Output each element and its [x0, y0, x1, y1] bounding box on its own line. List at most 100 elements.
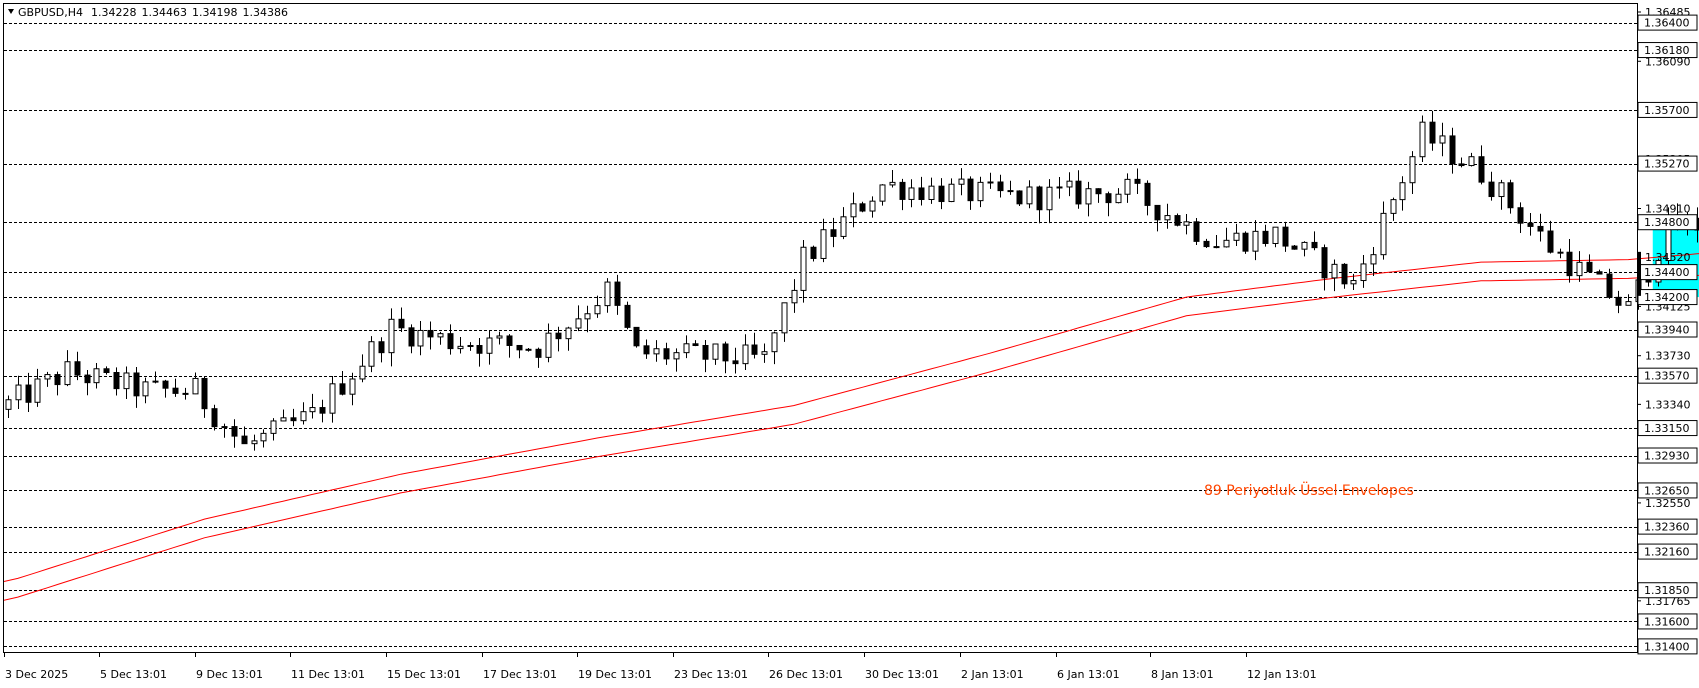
candle-body-bull [1380, 212, 1387, 256]
candle-body-bull [417, 329, 424, 347]
level-price-label: 1.33570 [1644, 370, 1690, 383]
candle-body-bear [25, 384, 32, 403]
candle [408, 324, 415, 354]
candle [221, 423, 228, 438]
candle-body-bull [1223, 239, 1230, 248]
candle-body-bear [133, 372, 140, 397]
time-axis-label: 11 Dec 13:01 [291, 668, 365, 681]
level-price-label: 1.34800 [1644, 216, 1690, 229]
candle-body-bear [1311, 241, 1318, 249]
level-price-box: 1.34200 [1637, 289, 1698, 306]
candle-body-bear [918, 187, 925, 201]
candle-body-bear [1527, 222, 1534, 227]
candle [290, 408, 297, 427]
candle-body-bear [290, 417, 297, 422]
candle-body-bull [771, 332, 778, 353]
candle-body-bear [339, 383, 346, 395]
candle-body-bull [359, 365, 366, 380]
price-axis-label: 1.34520 [1645, 251, 1691, 264]
candle [869, 196, 876, 218]
candle [172, 378, 179, 397]
candle [211, 404, 218, 431]
level-price-box: 1.34400 [1637, 264, 1698, 281]
candle [899, 178, 906, 211]
candle [5, 395, 12, 419]
candle-body-bear [1134, 178, 1141, 184]
candle-body-bull [604, 281, 611, 307]
candle-body-bear [555, 332, 562, 340]
candle [1213, 234, 1220, 249]
candle [850, 192, 857, 228]
candle-body-bear [231, 426, 238, 437]
candle [1409, 151, 1416, 194]
collapse-triangle-icon[interactable] [8, 9, 14, 14]
candle [1507, 179, 1514, 214]
candle-body-bear [1144, 182, 1151, 206]
candle [339, 370, 346, 396]
candle-body-bear [319, 407, 326, 414]
candle-body-bull [781, 302, 788, 334]
level-price-label: 1.31400 [1644, 640, 1690, 653]
candle-body-bull [1301, 241, 1308, 250]
candle [1331, 259, 1338, 292]
candle-body-bear [1036, 186, 1043, 211]
candle [928, 177, 935, 204]
candle [427, 321, 434, 350]
candle [1252, 220, 1259, 261]
candle-body-bull [673, 352, 680, 360]
candle-body-bear [74, 361, 81, 376]
candle-body-bear [84, 374, 91, 384]
candle [653, 340, 660, 362]
level-price-label: 1.32930 [1644, 450, 1690, 463]
candle [270, 418, 277, 441]
ohlc-close: 1.34386 [242, 6, 288, 19]
candle [683, 335, 690, 359]
candle-body-bull [1439, 135, 1446, 144]
candle [142, 377, 149, 404]
candle [417, 321, 424, 356]
candle-body-bear [408, 327, 415, 347]
candle-body-bull [761, 351, 768, 355]
candle [1075, 170, 1082, 209]
candle-body-bear [1075, 180, 1082, 205]
candle-body-bear [447, 333, 454, 350]
candle [1311, 231, 1318, 251]
candle-body-bear [1606, 273, 1613, 298]
level-price-label: 1.33940 [1644, 324, 1690, 337]
candle [251, 434, 258, 451]
candle [1095, 188, 1102, 203]
level-price-label: 1.31600 [1644, 615, 1690, 628]
candle [84, 370, 91, 396]
candle-body-bull [1124, 178, 1131, 195]
candle-body-bear [1537, 225, 1544, 232]
symbol-timeframe: GBPUSD,H4 [18, 6, 83, 19]
candle-body-bear [1478, 156, 1485, 183]
candle [1124, 173, 1131, 203]
candle [1566, 239, 1573, 283]
candle [820, 218, 827, 263]
candle [359, 354, 366, 383]
candle [280, 409, 287, 422]
candle-body-bear [692, 343, 699, 347]
candle [113, 367, 120, 396]
candle-body-bear [751, 344, 758, 355]
candle [34, 368, 41, 407]
candle [908, 179, 915, 208]
candle [1164, 203, 1171, 229]
candle-body-bear [201, 377, 208, 410]
candle-body-bear [1016, 190, 1023, 205]
candle [93, 363, 100, 389]
candle-body-bull [486, 337, 493, 354]
candle [476, 338, 483, 367]
candle-body-bull [457, 345, 464, 350]
candle-body-bear [1429, 121, 1436, 144]
candle [1223, 227, 1230, 248]
candle-body-bull [221, 426, 228, 429]
time-axis-label: 3 Dec 2025 [5, 668, 68, 681]
candle-body-bull [683, 343, 690, 354]
level-price-box: 1.36180 [1637, 42, 1698, 59]
envelope-annotation: 89 Periyotluk Üssel Envelopes [1204, 481, 1414, 499]
candle [486, 330, 493, 365]
ohlc-low: 1.34198 [192, 6, 238, 19]
candle [1203, 238, 1210, 249]
